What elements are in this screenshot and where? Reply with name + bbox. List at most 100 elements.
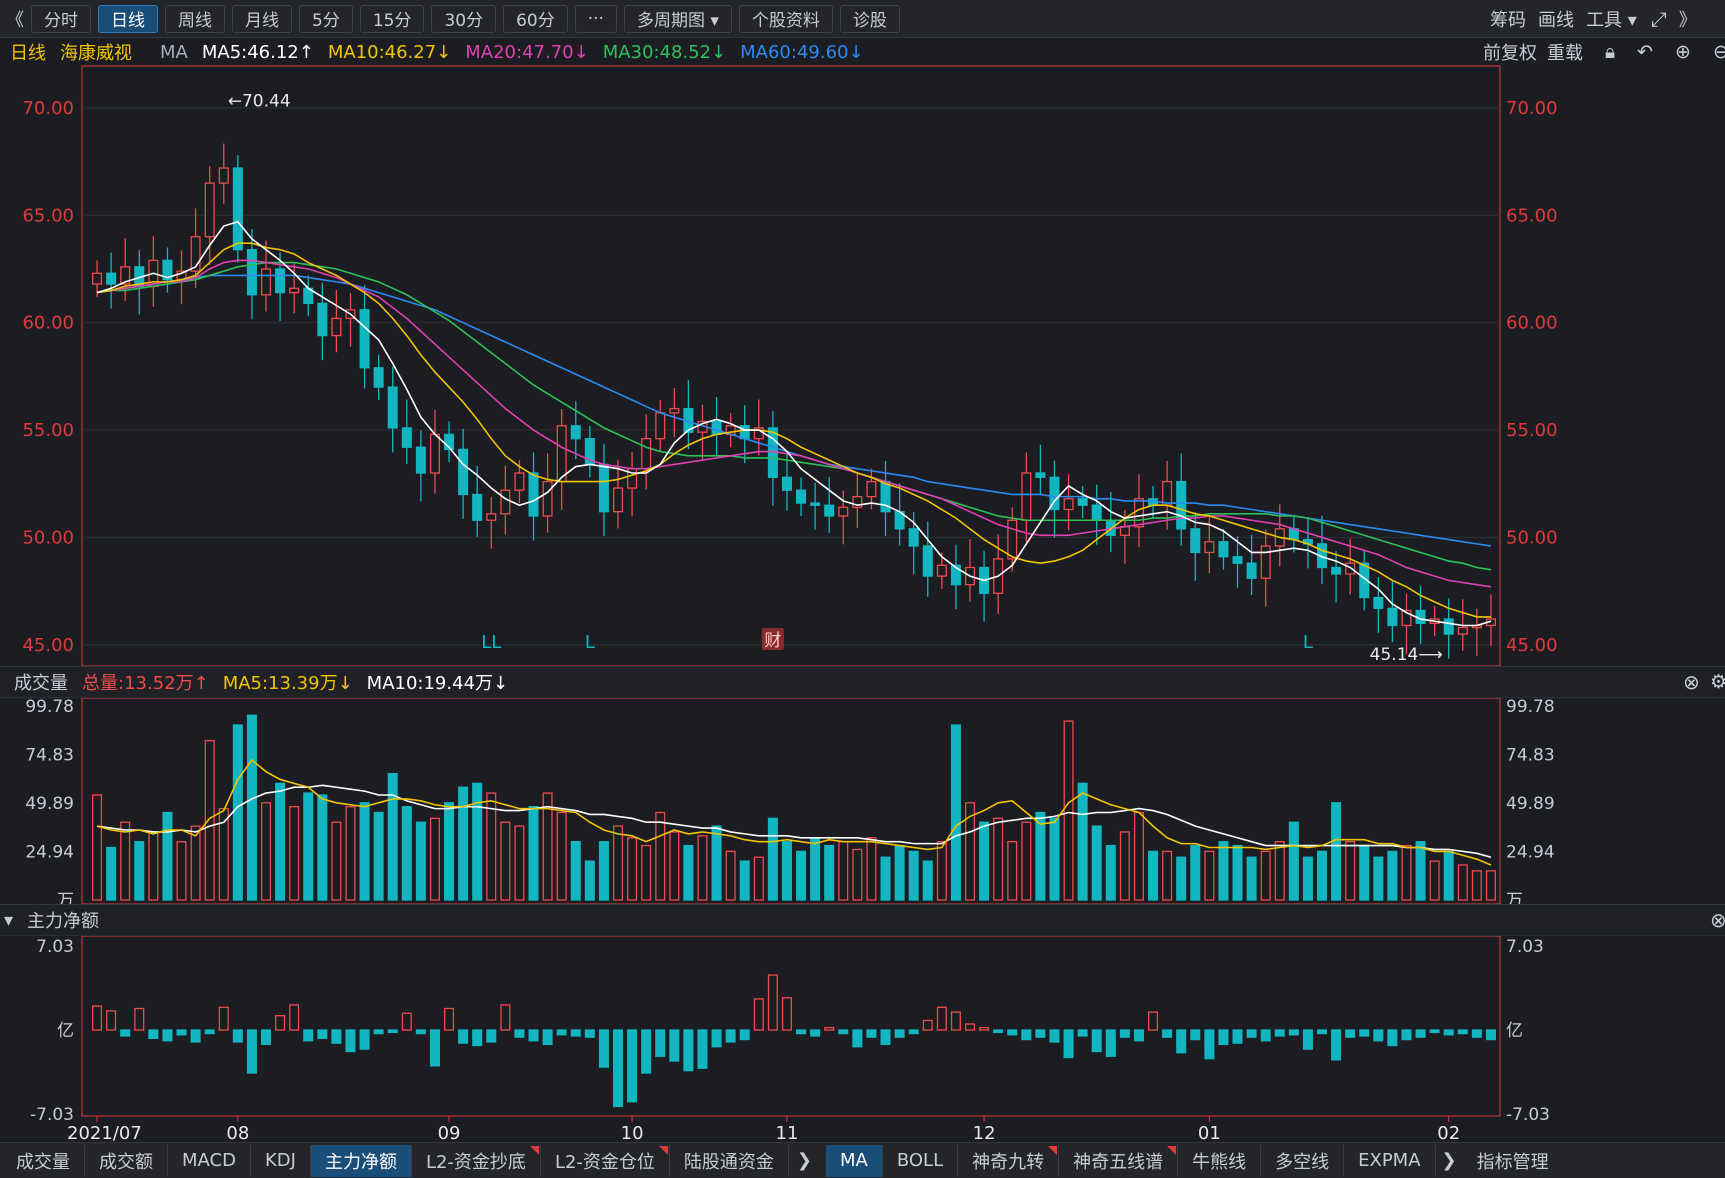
collapse-left-icon[interactable]: 《 (6, 9, 24, 31)
ma-label[interactable]: MA (160, 41, 188, 63)
stock-name[interactable]: 海康威视 (60, 43, 132, 64)
period-tab-3[interactable]: 月线 (232, 4, 292, 33)
close-flow-icon[interactable]: ⊗ (1710, 908, 1725, 932)
period-tab-2[interactable]: 周线 (165, 4, 225, 33)
volume-bar (162, 811, 173, 901)
adjust-button[interactable]: 前复权 (1483, 43, 1537, 64)
flow-bar (1218, 1029, 1229, 1045)
price-tick-right: 65.00 (1506, 205, 1558, 226)
sub-tab-3[interactable]: KDJ (251, 1144, 311, 1177)
flow-bar (1471, 1029, 1482, 1038)
sub-tab-7[interactable]: 陆股通资金 (670, 1144, 789, 1177)
volume-gear-icon[interactable]: ⚙ (1710, 671, 1725, 693)
volume-bar (1345, 841, 1356, 901)
candle-body (556, 425, 567, 483)
candle-body (781, 476, 792, 491)
main-tab-4[interactable]: 牛熊线 (1178, 1144, 1262, 1177)
period-tab-8[interactable]: ··· (574, 4, 617, 33)
reload-button[interactable]: 重载 (1547, 43, 1583, 64)
main-tab-0[interactable]: MA (826, 1144, 883, 1177)
finance-marker: 财 (764, 631, 781, 651)
flow-bars (92, 974, 1496, 1108)
panel-frame-0 (81, 65, 1501, 667)
sub-tab-6[interactable]: L2-资金仓位 (541, 1144, 670, 1177)
sub-tab-0[interactable]: 成交量 (2, 1144, 85, 1177)
lock-icon[interactable]: 🔒︎ (1605, 41, 1616, 63)
flow-bar (373, 1029, 384, 1035)
sub-tab-2[interactable]: MACD (168, 1144, 251, 1177)
candles (92, 143, 1496, 659)
expand-more-icon[interactable]: 》 (1678, 10, 1697, 31)
flow-bar (993, 1029, 1004, 1034)
flow-title[interactable]: 主力净额 (27, 911, 100, 932)
candle-body (542, 480, 553, 517)
candle-body (1443, 618, 1454, 635)
period-tab-5[interactable]: 15分 (359, 4, 425, 33)
volume-bar (1401, 844, 1412, 901)
undo-icon[interactable]: ↶ (1637, 41, 1654, 63)
flow-bar (964, 1023, 976, 1031)
sub-tab-4[interactable]: 主力净额 (310, 1144, 412, 1177)
flow-bar (1133, 1029, 1144, 1042)
main-tab-3[interactable]: 神奇五线谱 (1059, 1144, 1179, 1177)
candle-body (866, 480, 877, 498)
chips-button[interactable]: 筹码 (1490, 10, 1526, 31)
volume-bar (1232, 844, 1243, 901)
tools-button[interactable]: 工具 ▾ (1586, 10, 1637, 31)
collapse-flow-icon[interactable]: ▾ (4, 909, 14, 931)
volume-bar (1077, 782, 1088, 901)
flow-bar (500, 1004, 511, 1031)
period-tab-1[interactable]: 日线 (98, 4, 158, 33)
candle-body (922, 545, 933, 577)
candle-body (1204, 541, 1215, 554)
flow-bar (289, 1004, 300, 1031)
main-tab-2[interactable]: 神奇九转 (958, 1144, 1060, 1177)
period-tab-6[interactable]: 30分 (431, 4, 497, 33)
main-tab-1[interactable]: BOLL (883, 1144, 959, 1177)
period-tab-10[interactable]: 个股资料 (738, 4, 833, 33)
sub-tab-1[interactable]: 成交额 (85, 1144, 168, 1177)
volume-bar (190, 825, 201, 901)
candle-body (1331, 566, 1342, 575)
main-tab-6[interactable]: EXPMA (1344, 1144, 1436, 1177)
candle-body (218, 167, 229, 184)
flow-bar (1457, 1029, 1468, 1035)
volume-bar (570, 841, 581, 901)
zoom-out-icon[interactable]: ⊖ (1712, 41, 1725, 63)
volume-title[interactable]: 成交量 (14, 673, 68, 694)
tabs-scroll-right-icon[interactable]: ❯ (796, 1150, 813, 1171)
sub-tab-label: KDJ (264, 1150, 296, 1171)
draw-button[interactable]: 画线 (1538, 10, 1574, 31)
flow-header: ▾ 主力净额 ⊗ (0, 904, 1725, 936)
tabs-more-icon[interactable]: ❯ (1441, 1150, 1457, 1171)
main-tab-5[interactable]: 多空线 (1261, 1144, 1345, 1177)
volume-bar (838, 841, 849, 901)
period-tabs: 分时 日线 周线 月线 5分 15分 30分 60分 ··· 多周期图 ▾ 个股资料 诊股 (24, 4, 900, 33)
period-tab-0[interactable]: 分时 (31, 4, 91, 33)
flow-bar (781, 997, 792, 1031)
flow-bar (1091, 1029, 1102, 1053)
indicator-manage-label: 指标管理 (1476, 1151, 1549, 1173)
period-tab-11[interactable]: 诊股 (839, 4, 900, 33)
period-tab-7[interactable]: 60分 (503, 4, 568, 33)
indicator-manage-button[interactable]: 指标管理 (1463, 1145, 1563, 1177)
volume-bar (866, 837, 877, 901)
zoom-in-icon[interactable]: ⊕ (1675, 41, 1691, 63)
volume-bar (289, 806, 300, 901)
candle-body (1176, 480, 1187, 530)
sub-tab-5[interactable]: L2-资金抄底 (412, 1144, 541, 1177)
flow-bar (415, 1029, 426, 1035)
period-toolbar: 《 分时 日线 周线 月线 5分 15分 30分 60分 ··· 多周期图 ▾ 个股资料 诊股 筹码 … (0, 0, 1725, 38)
period-tab-9[interactable]: 多周期图 ▾ (623, 4, 732, 33)
flow-bar (162, 1029, 173, 1042)
price-tick-left: 70.00 (22, 98, 74, 119)
ma10-line (96, 242, 1491, 618)
close-volume-icon[interactable]: ⊗ (1683, 670, 1700, 694)
expand-icon[interactable]: ⤢ (1650, 7, 1667, 31)
price-tick-left: 65.00 (22, 205, 74, 226)
flow-bar (936, 1006, 947, 1031)
price-tick-right: 50.00 (1506, 527, 1558, 548)
candle-body (824, 504, 835, 517)
period-tab-4[interactable]: 5分 (299, 4, 353, 33)
